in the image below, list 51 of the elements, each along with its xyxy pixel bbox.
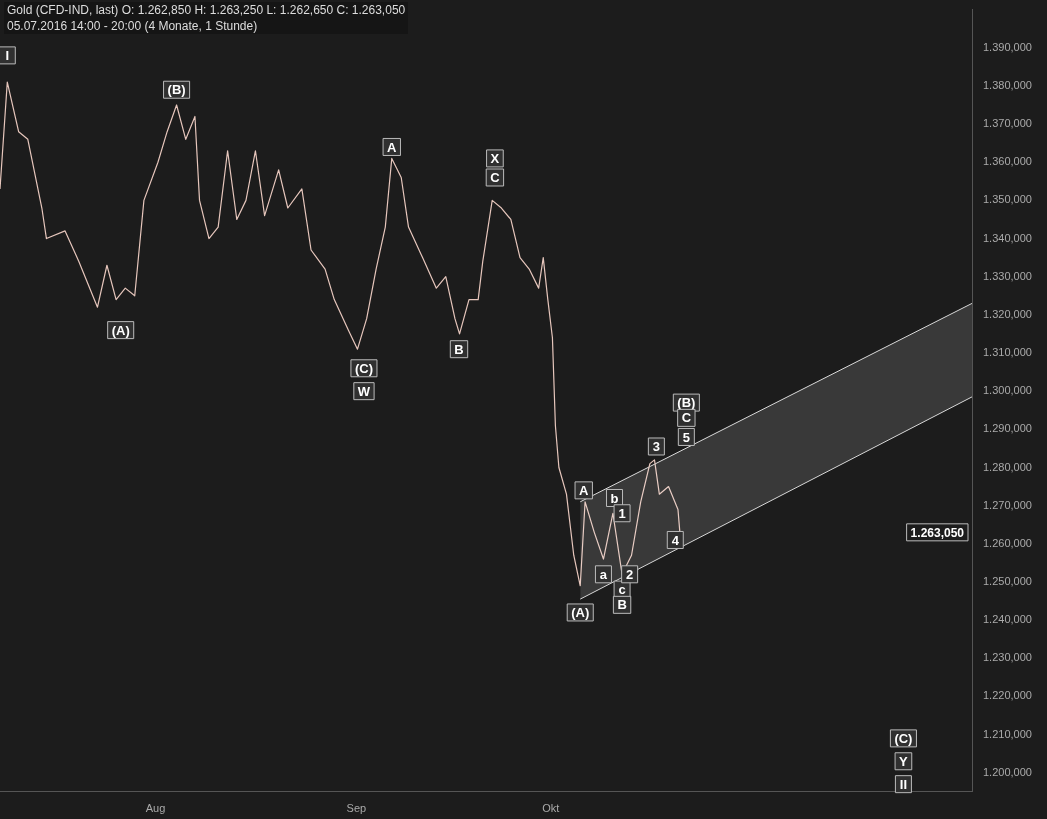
y-tick-label: 1.390,000 xyxy=(983,40,1032,53)
annotation: B xyxy=(617,597,627,613)
annotation: 4 xyxy=(671,532,680,548)
x-tick-label: Aug xyxy=(145,802,166,815)
annotation: 1 xyxy=(618,505,626,521)
y-tick-label: 1.220,000 xyxy=(983,689,1032,702)
annotation: X xyxy=(490,150,500,166)
annotation: II xyxy=(899,776,908,792)
y-tick-label: 1.330,000 xyxy=(983,269,1032,282)
annotation: (A) xyxy=(111,322,130,338)
text: 05.07.2016 14:00 - 20:00 (4 Monate, 1 Stunde) xyxy=(7,18,259,34)
x-tick-label: Sep xyxy=(346,802,367,815)
y-tick-label: 1.250,000 xyxy=(983,574,1032,587)
annotation: (A) xyxy=(571,605,590,621)
y-tick-label: 1.300,000 xyxy=(983,384,1032,397)
chart-title: Gold (CFD-IND, last) O: 1.262,850 H: 1.263,250 L: 1.262,650 C: 1.263,050 xyxy=(7,2,406,18)
y-tick-label: 1.270,000 xyxy=(983,498,1032,511)
annotation: I xyxy=(5,47,10,63)
annotation: A xyxy=(579,482,590,498)
annotation: 1.263,050 xyxy=(910,525,965,540)
annotation: 5 xyxy=(682,429,690,445)
y-tick-label: 1.210,000 xyxy=(983,727,1032,740)
annotation: 3 xyxy=(652,439,660,455)
y-tick-label: 1.340,000 xyxy=(983,231,1032,244)
annotation: 2 xyxy=(626,566,634,582)
y-tick-label: 1.380,000 xyxy=(983,78,1032,91)
annotation: (B) xyxy=(677,395,696,411)
annotation: a xyxy=(599,566,608,582)
annotation: b xyxy=(610,490,619,506)
y-tick-label: 1.260,000 xyxy=(983,536,1032,549)
annotation: A xyxy=(387,139,398,155)
annotation: (B) xyxy=(167,82,186,98)
annotation: (C) xyxy=(894,730,913,746)
y-tick-label: 1.230,000 xyxy=(983,651,1032,664)
annotation: B xyxy=(454,341,464,357)
y-tick-label: 1.350,000 xyxy=(983,193,1032,206)
annotation: W xyxy=(357,383,371,399)
y-tick-label: 1.240,000 xyxy=(983,613,1032,626)
y-tick-label: 1.370,000 xyxy=(983,117,1032,130)
annotation: (C) xyxy=(354,360,373,376)
y-tick-label: 1.280,000 xyxy=(983,460,1032,473)
annotation: C xyxy=(681,410,692,426)
annotation: Y xyxy=(899,753,909,769)
annotation: C xyxy=(490,170,501,186)
x-tick-label: Okt xyxy=(542,802,560,815)
y-tick-label: 1.290,000 xyxy=(983,422,1032,435)
y-tick-label: 1.360,000 xyxy=(983,155,1032,168)
y-tick-label: 1.200,000 xyxy=(983,765,1032,778)
annotation: c xyxy=(618,582,626,598)
y-tick-label: 1.310,000 xyxy=(983,346,1032,359)
y-tick-label: 1.320,000 xyxy=(983,307,1032,320)
